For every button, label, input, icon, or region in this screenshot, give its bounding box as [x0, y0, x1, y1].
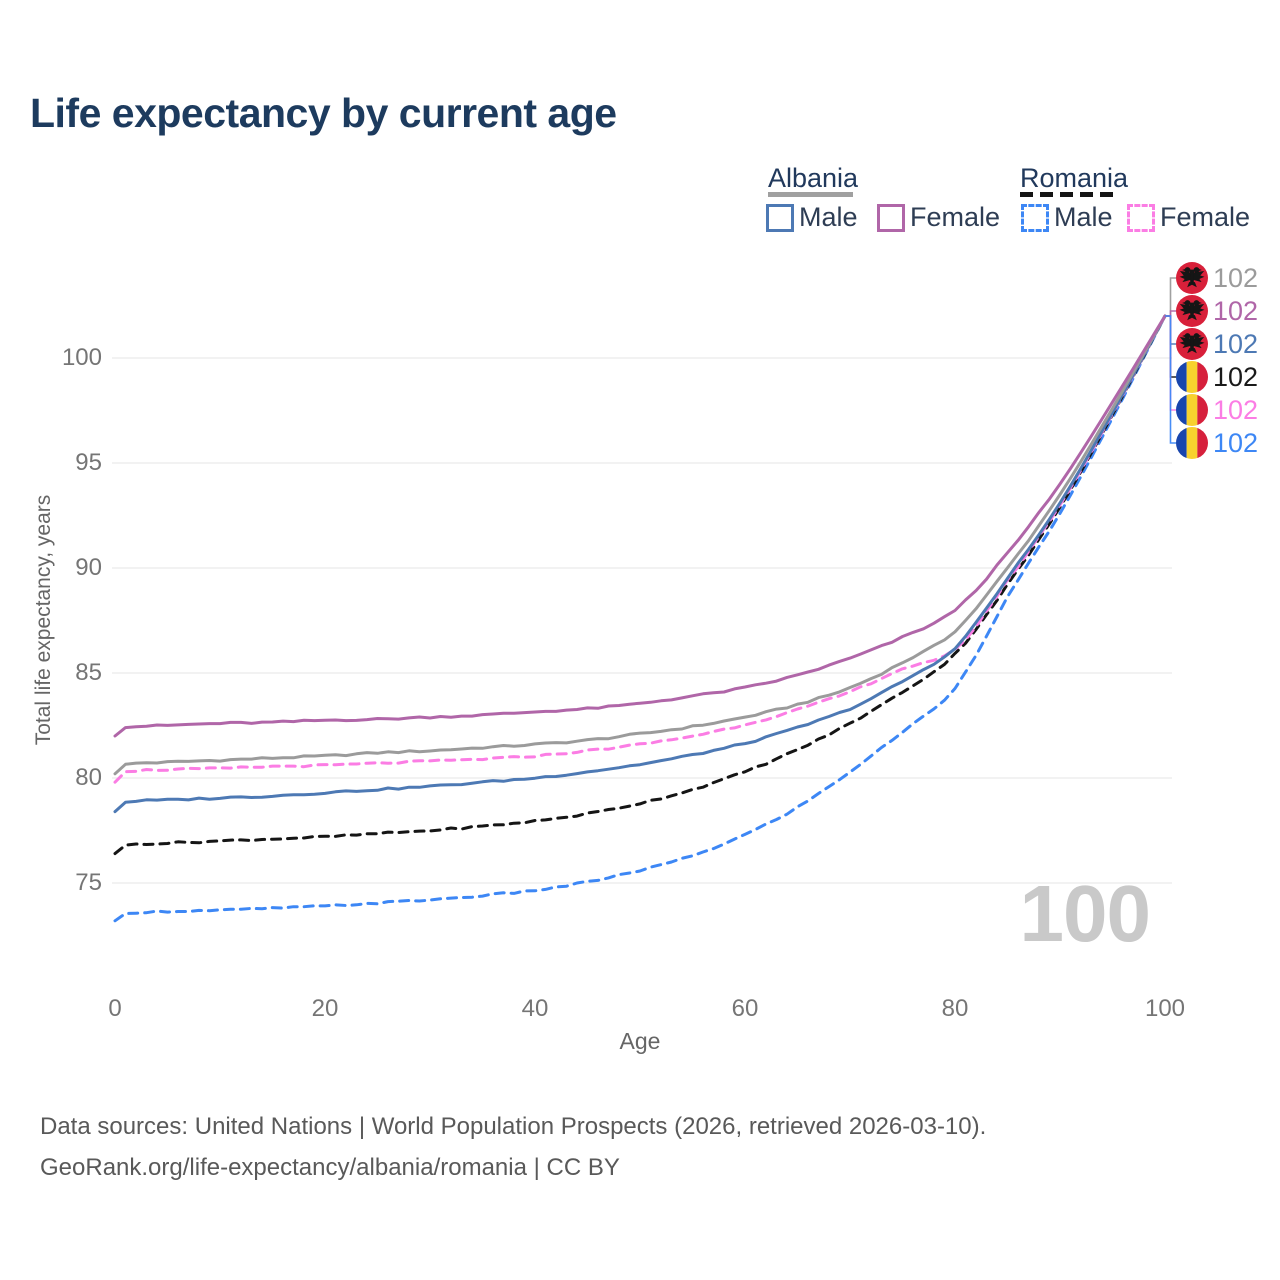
x-tick-0: 0 — [108, 995, 122, 1022]
x-tick-80: 80 — [941, 995, 969, 1022]
series-line-albania-female — [113, 314, 1167, 738]
series-line-romania-female — [113, 314, 1167, 784]
end-value-albania-total: 102 — [1213, 263, 1258, 293]
page-title: Life expectancy by current age — [30, 90, 617, 136]
y-tick-85: 85 — [75, 659, 102, 686]
albania-flag-icon — [1176, 328, 1208, 360]
end-value-romania-male: 102 — [1213, 428, 1258, 458]
albania-flag-icon — [1176, 262, 1208, 294]
leader-line-romania-male — [1165, 315, 1176, 444]
legend-group-romania[interactable]: Romania — [1020, 163, 1129, 193]
plot-area[interactable] — [112, 300, 1172, 960]
y-tick-100: 100 — [61, 344, 102, 371]
legend-swatch-romania-male[interactable] — [1021, 204, 1049, 232]
legend-label-albania-female[interactable]: Female — [910, 202, 1001, 232]
series-line-albania-total — [113, 314, 1167, 776]
end-value-romania-total: 102 — [1213, 362, 1258, 392]
y-tick-95: 95 — [75, 449, 102, 476]
footer-link-line[interactable]: GeoRank.org/life-expectancy/albania/roma… — [40, 1154, 620, 1181]
y-tick-90: 90 — [75, 554, 102, 581]
romania-flag-icon — [1176, 427, 1208, 459]
legend-swatch-romania-female[interactable] — [1127, 204, 1155, 232]
footer: Data sources: United Nations | World Pop… — [40, 1106, 986, 1188]
age-watermark: 100 — [1019, 869, 1151, 958]
end-value-albania-male: 102 — [1213, 329, 1258, 359]
series-line-romania-male — [113, 314, 1167, 923]
x-tick-40: 40 — [521, 995, 549, 1022]
romania-flag-icon — [1176, 394, 1208, 426]
x-axis-title: Age — [619, 1028, 661, 1054]
legend-label-albania-male[interactable]: Male — [799, 202, 858, 232]
x-tick-100: 100 — [1144, 995, 1186, 1022]
series-line-albania-male — [113, 314, 1167, 814]
end-value-romania-female: 102 — [1213, 395, 1258, 425]
footer-source-line: Data sources: United Nations | World Pop… — [40, 1113, 987, 1140]
legend-underline-albania — [768, 192, 853, 197]
legend-swatch-albania-female[interactable] — [877, 204, 905, 232]
y-tick-75: 75 — [75, 869, 102, 896]
x-tick-60: 60 — [731, 995, 759, 1022]
legend-swatch-albania-male[interactable] — [766, 204, 794, 232]
end-value-albania-female: 102 — [1213, 296, 1258, 326]
x-tick-20: 20 — [311, 995, 339, 1022]
legend-group-albania[interactable]: Albania — [768, 163, 859, 193]
series-line-romania-total — [113, 314, 1167, 856]
legend-underline-romania — [1020, 192, 1119, 197]
y-tick-80: 80 — [75, 764, 102, 791]
legend-label-romania-female[interactable]: Female — [1160, 202, 1251, 232]
romania-flag-icon — [1176, 361, 1208, 393]
legend-label-romania-male[interactable]: Male — [1054, 202, 1113, 232]
albania-flag-icon — [1176, 295, 1208, 327]
